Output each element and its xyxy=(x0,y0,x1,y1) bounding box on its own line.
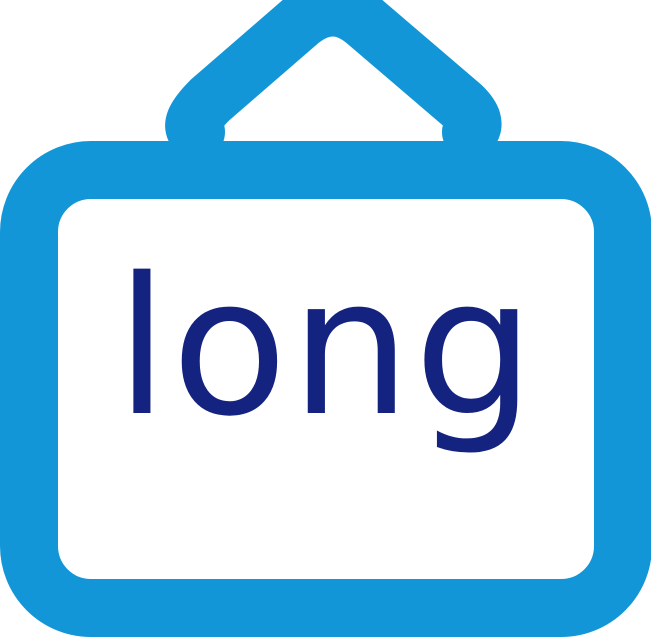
sign-word: long xyxy=(115,237,538,458)
sign-board-frame xyxy=(0,141,651,637)
sign-hanger xyxy=(165,0,502,160)
